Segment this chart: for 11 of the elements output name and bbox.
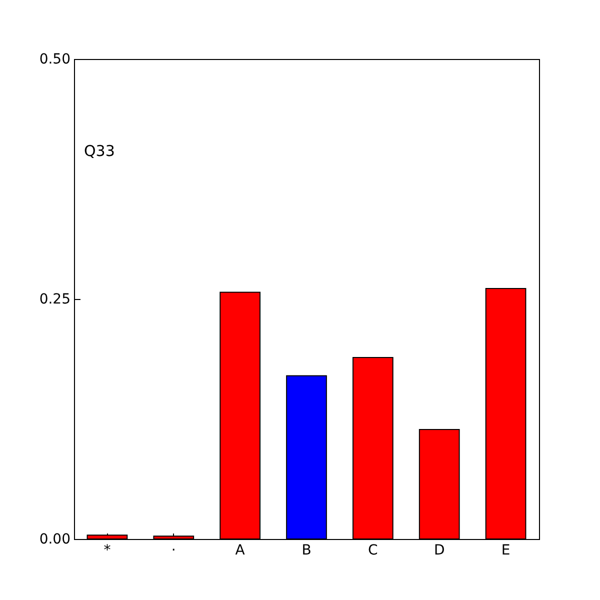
x-tick-label: E [501,542,510,558]
x-tick-label: · [171,542,176,558]
x-tick-label: C [368,542,378,558]
annotation: Q33 [84,142,115,160]
x-tick-label: * [104,542,111,558]
x-tick-label: D [434,542,445,558]
x-tick-label: A [235,542,246,558]
y-tick-label: 0.25 [39,292,70,308]
x-tick-label: B [302,542,312,558]
y-tick-label: 0.00 [39,532,70,548]
y-tick-label: 0.50 [39,52,70,68]
